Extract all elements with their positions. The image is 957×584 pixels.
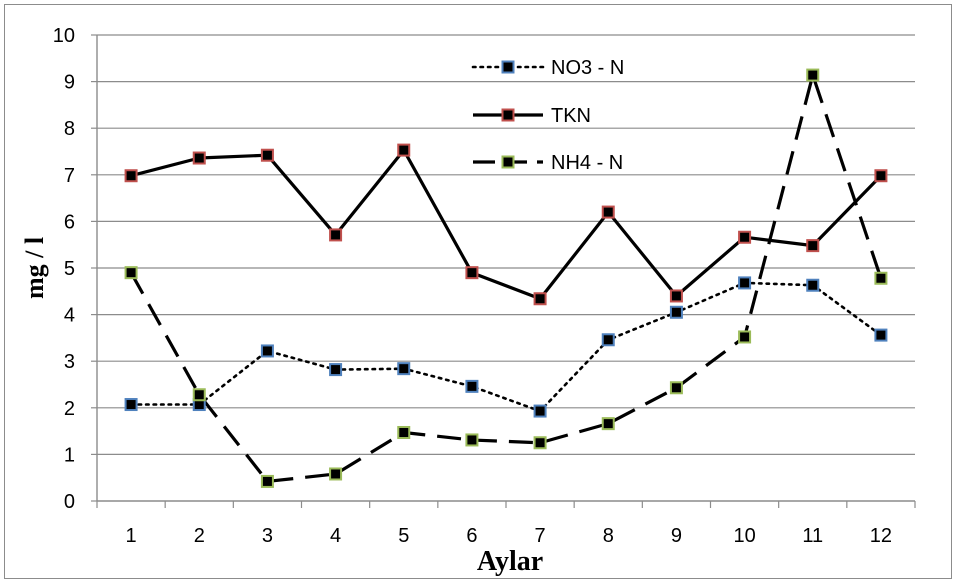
series-markers [124, 68, 888, 488]
series-line-3 [129, 73, 883, 483]
data-point-s2-3 [260, 148, 274, 162]
data-point-s1-5 [397, 362, 411, 376]
data-point-s1-3 [260, 344, 274, 358]
y-tick-label-6: 6 [64, 211, 75, 233]
data-point-s1-4 [329, 363, 343, 377]
data-point-s3-2 [192, 388, 206, 402]
data-point-s2-12 [874, 169, 888, 183]
legend: NO3 - N TKN NH4 - N [471, 57, 624, 174]
y-tick-label-10: 10 [53, 25, 75, 47]
data-point-s1-10 [738, 276, 752, 290]
x-tick-label-1: 1 [126, 525, 137, 547]
data-point-s3-1 [124, 266, 138, 280]
legend-marker-3 [501, 155, 515, 169]
data-point-s2-2 [192, 151, 206, 165]
chart-frame [4, 4, 952, 579]
data-point-s2-1 [124, 169, 138, 183]
data-point-s1-8 [601, 333, 615, 347]
y-tick-label-1: 1 [64, 444, 75, 466]
x-tick-label-9: 9 [671, 525, 682, 547]
data-point-s1-7 [533, 404, 547, 418]
data-point-s2-5 [397, 143, 411, 157]
x-tick-label-4: 4 [330, 525, 341, 547]
x-tick-label-8: 8 [603, 525, 614, 547]
series-line-1 [129, 281, 883, 413]
y-tick-label-2: 2 [64, 398, 75, 420]
y-tick-label-9: 9 [64, 72, 75, 94]
x-tick-label-12: 12 [870, 525, 892, 547]
y-tick-label-4: 4 [64, 305, 75, 327]
data-point-s2-4 [329, 228, 343, 242]
legend-label-3: NH4 - N [551, 152, 623, 174]
data-point-s1-11 [806, 278, 820, 292]
data-point-s3-10 [738, 330, 752, 344]
x-tick-label-2: 2 [194, 525, 205, 547]
data-point-s2-7 [533, 292, 547, 306]
data-point-s3-7 [533, 436, 547, 450]
x-tick-label-6: 6 [466, 525, 477, 547]
series-lines [129, 73, 883, 483]
data-point-s3-4 [329, 467, 343, 481]
data-point-s1-6 [465, 379, 479, 393]
data-point-s3-9 [669, 381, 683, 395]
data-point-s3-8 [601, 417, 615, 431]
x-axis-title: Aylar [477, 546, 543, 577]
data-point-s2-6 [465, 266, 479, 280]
data-point-s1-1 [124, 398, 138, 412]
data-point-s2-9 [669, 289, 683, 303]
y-axis-title: mg / l [20, 237, 49, 299]
axes [91, 34, 916, 508]
gridlines [97, 34, 915, 455]
legend-label-2: TKN [551, 105, 591, 127]
x-tick-label-11: 11 [802, 525, 823, 547]
data-point-s3-5 [397, 425, 411, 439]
x-tick-label-3: 3 [262, 525, 273, 547]
x-tick-label-10: 10 [733, 525, 755, 547]
data-point-s1-12 [874, 328, 888, 342]
legend-marker-2 [501, 108, 515, 122]
y-tick-label-0: 0 [64, 491, 75, 513]
data-point-s1-9 [669, 305, 683, 319]
y-tick-label-7: 7 [64, 165, 75, 187]
series-line-2 [130, 148, 883, 301]
legend-label-1: NO3 - N [551, 57, 624, 79]
data-point-s2-10 [738, 230, 752, 244]
y-tick-label-5: 5 [64, 258, 75, 280]
data-point-s3-3 [260, 474, 274, 488]
data-point-s3-12 [874, 271, 888, 285]
y-tick-label-3: 3 [64, 351, 75, 373]
x-tick-label-5: 5 [398, 525, 409, 547]
y-tick-label-8: 8 [64, 118, 75, 140]
data-point-s2-8 [601, 205, 615, 219]
data-point-s3-6 [465, 433, 479, 447]
data-point-s3-11 [806, 68, 820, 82]
x-tick-label-7: 7 [535, 525, 546, 547]
data-point-s2-11 [806, 239, 820, 253]
legend-marker-1 [501, 60, 515, 74]
